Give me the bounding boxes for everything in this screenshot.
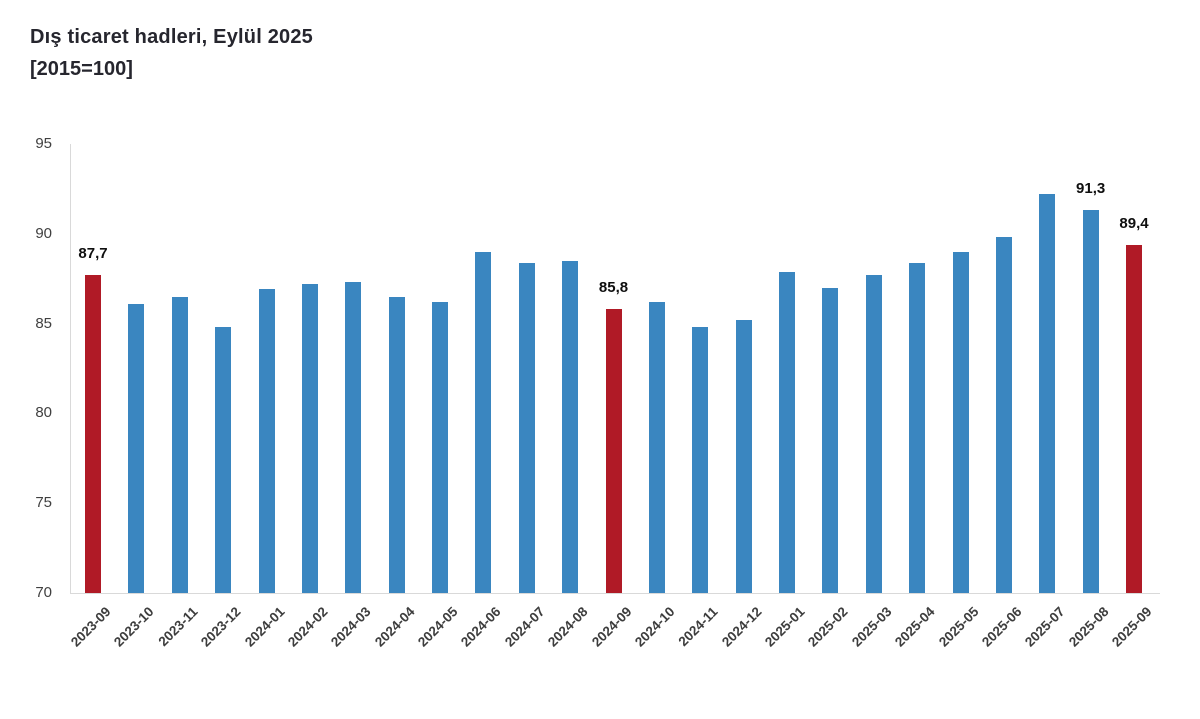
bar-2024-10 [648, 302, 665, 593]
bar-2025-06 [995, 237, 1012, 593]
bar-2023-12 [215, 327, 232, 593]
bar-2025-01 [779, 271, 795, 593]
y-axis-tick-label: 70 [35, 584, 52, 601]
bar-2024-03 [345, 282, 362, 593]
chart-subtitle: [2015=100] [30, 58, 133, 80]
bar-2024-09 [605, 309, 622, 593]
x-axis-line [70, 593, 1160, 594]
bar-2025-07 [1039, 194, 1056, 593]
bar-2023-09 [85, 275, 101, 593]
bar-2023-11 [171, 296, 188, 593]
bar-value-label-2023-09: 87,7 [78, 245, 108, 263]
bar-2025-09 [1126, 244, 1142, 593]
bar-2023-10 [128, 303, 145, 593]
y-axis-line [70, 144, 71, 593]
bar-2024-12 [735, 320, 752, 593]
bar-2025-03 [865, 275, 882, 593]
bar-2024-07 [518, 262, 535, 593]
y-axis-tick-label: 90 [35, 224, 52, 242]
bar-2024-08 [562, 260, 579, 593]
bar-2024-04 [388, 296, 405, 593]
bar-2024-11 [692, 327, 709, 593]
bar-value-label-2025-09: 89,4 [1119, 214, 1149, 232]
bar-2025-08 [1082, 210, 1099, 593]
bar-value-label-2024-09: 85,8 [598, 279, 629, 297]
chart-title: Dış ticaret hadleri, Eylül 2025 [30, 26, 313, 48]
bar-2025-05 [952, 251, 969, 593]
y-axis-tick-label: 85 [35, 314, 52, 332]
bar-2025-02 [822, 287, 839, 593]
bar-value-label-2025-08: 91,3 [1076, 180, 1106, 198]
bar-2024-01 [258, 289, 275, 593]
bar-2024-06 [475, 251, 492, 593]
bar-2024-05 [432, 302, 448, 593]
bar-2025-04 [909, 262, 926, 593]
y-axis-tick-label: 80 [35, 404, 52, 422]
y-axis-tick-label: 95 [35, 135, 52, 152]
y-axis-tick-label: 75 [35, 494, 52, 512]
bar-2024-02 [301, 284, 318, 593]
